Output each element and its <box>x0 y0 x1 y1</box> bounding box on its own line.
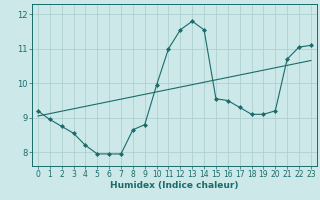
X-axis label: Humidex (Indice chaleur): Humidex (Indice chaleur) <box>110 181 239 190</box>
